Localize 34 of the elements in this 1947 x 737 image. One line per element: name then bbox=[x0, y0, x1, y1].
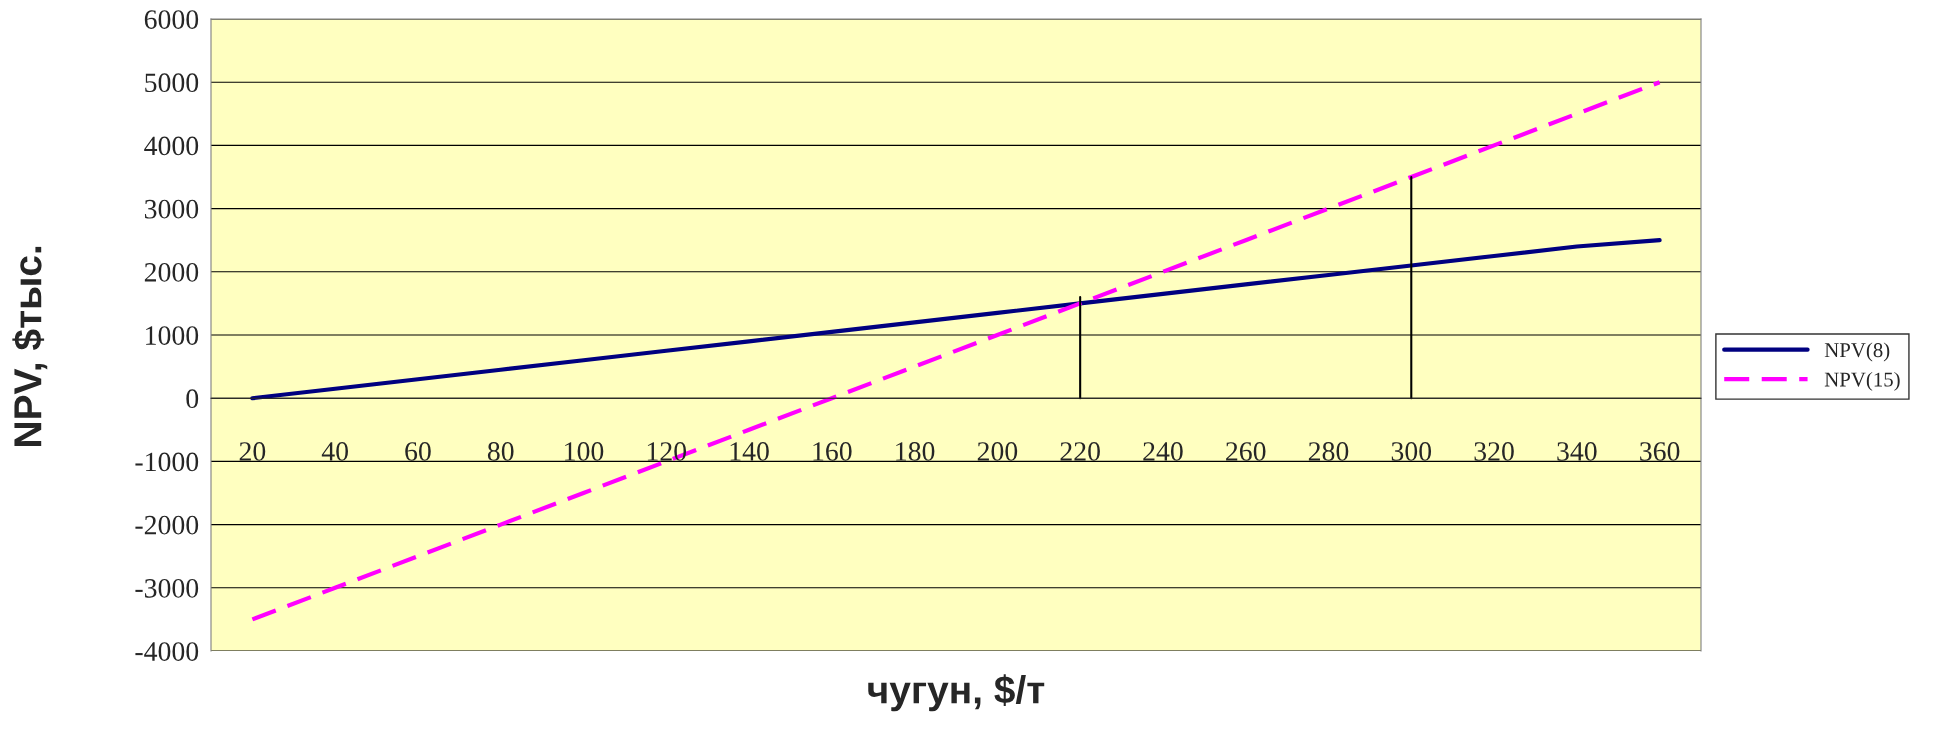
line-series bbox=[250, 238, 1662, 401]
x-tick-label: 320 bbox=[1474, 442, 1514, 461]
x-tick-label: 100 bbox=[565, 442, 604, 461]
x-tick-label: 140 bbox=[730, 442, 769, 461]
x-tick-label: 160 bbox=[813, 442, 852, 461]
y-tick-label: -2000 bbox=[135, 515, 199, 535]
x-tick-label: 180 bbox=[896, 442, 935, 461]
x-tick-label: 60 bbox=[405, 442, 431, 461]
x-tick-label: 280 bbox=[1308, 442, 1349, 461]
y-tick-label: 5000 bbox=[145, 73, 199, 93]
y-tick-label: -4000 bbox=[135, 642, 199, 661]
x-tick-label: 220 bbox=[1060, 442, 1100, 461]
x-tick-label: 200 bbox=[977, 442, 1018, 461]
y-axis-title: NPV, $тыс. bbox=[12, 246, 48, 446]
x-tick-label: 340 bbox=[1557, 442, 1597, 461]
y-tick-label: 0 bbox=[186, 389, 199, 409]
y-tick-label: -3000 bbox=[135, 578, 199, 598]
legend-label: NPV(15) bbox=[1824, 371, 1900, 391]
y-tick-label: 4000 bbox=[144, 136, 199, 156]
x-tick-label: 40 bbox=[321, 442, 348, 461]
x-tick-label: 80 bbox=[487, 442, 514, 461]
x-tick-label: 300 bbox=[1391, 442, 1432, 461]
x-axis-title: чугун, $/т bbox=[868, 674, 1045, 712]
y-tick-label: -1000 bbox=[135, 452, 199, 472]
x-tick-label: 240 bbox=[1143, 442, 1183, 461]
y-tick-label: 2000 bbox=[144, 262, 199, 282]
legend-label: NPV(8) bbox=[1824, 342, 1890, 362]
y-tick-label: 1000 bbox=[146, 326, 199, 345]
y-tick-label: 3000 bbox=[144, 199, 199, 219]
x-tick-label: 20 bbox=[239, 442, 266, 461]
x-tick-label: 260 bbox=[1226, 442, 1266, 461]
y-tick-label: 6000 bbox=[144, 10, 199, 29]
x-tick-label: 120 bbox=[647, 442, 687, 461]
x-tick-label: 360 bbox=[1640, 442, 1680, 461]
